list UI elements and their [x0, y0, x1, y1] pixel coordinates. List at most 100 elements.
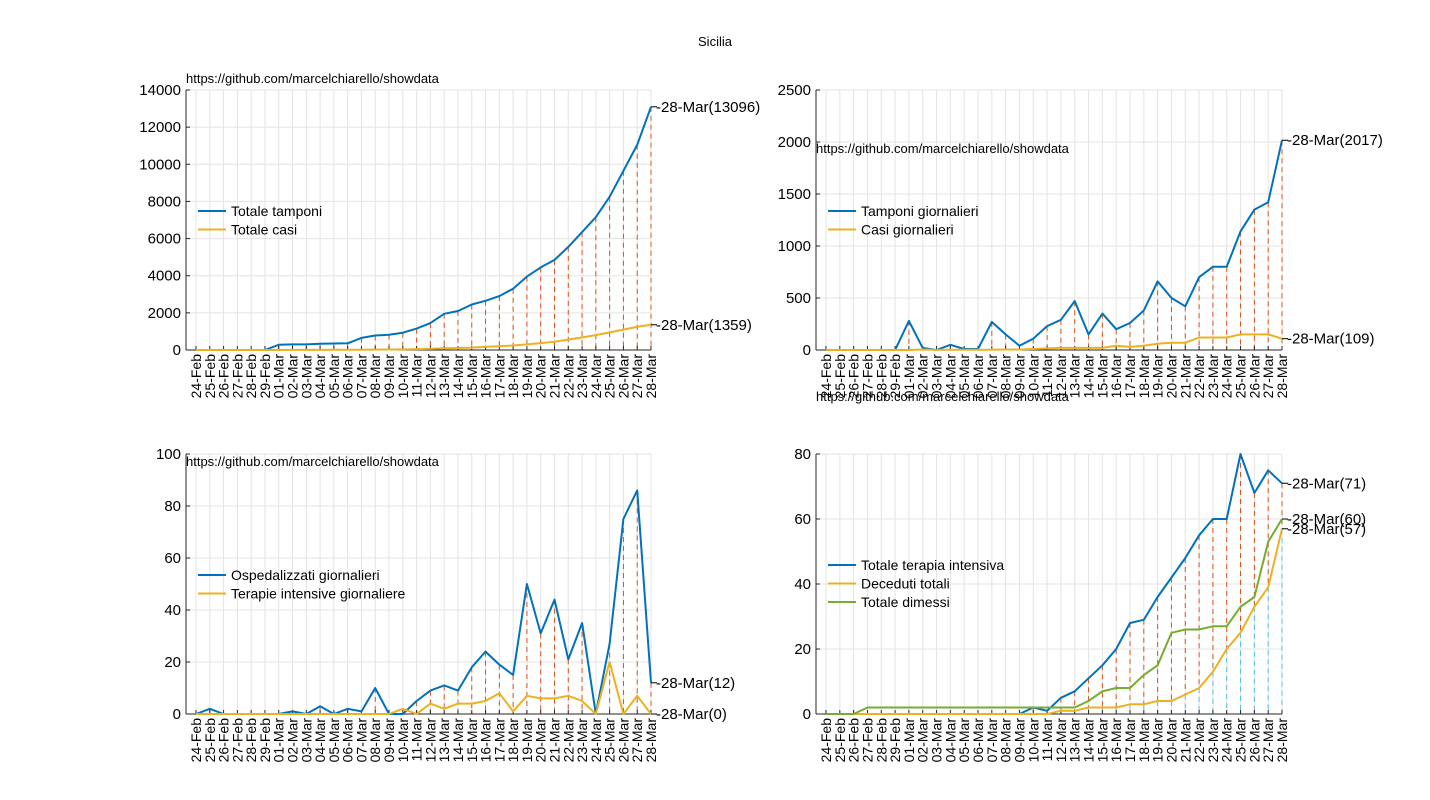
x-tick-label: 23-Mar: [574, 354, 590, 399]
x-tick-label: 13-Mar: [1067, 718, 1083, 763]
x-tick-label: 26-Mar: [615, 718, 631, 763]
x-tick-label: 03-Mar: [929, 718, 945, 763]
x-tick-label: 26-Mar: [1246, 354, 1262, 399]
x-tick-label: 09-Mar: [381, 354, 397, 399]
x-tick-label: 15-Mar: [1094, 718, 1110, 763]
x-tick-label: 10-Mar: [1025, 718, 1041, 763]
x-tick-label: 29-Feb: [887, 718, 903, 763]
y-tick-label: 40: [794, 576, 811, 593]
x-tick-label: 10-Mar: [395, 354, 411, 399]
x-tick-label: 09-Mar: [381, 718, 397, 763]
x-tick-label: 29-Feb: [257, 718, 273, 763]
x-tick-label: 22-Mar: [1191, 354, 1207, 399]
x-tick-label: 21-Mar: [1177, 354, 1193, 399]
plot-area: [816, 90, 1282, 350]
x-tick-label: 24-Mar: [588, 354, 604, 399]
x-tick-label: 27-Mar: [1260, 718, 1276, 763]
series-line-tamponi-giornalieri: [826, 139, 1283, 351]
x-tick-label: 06-Mar: [340, 354, 356, 399]
end-label: -28-Mar(1359): [656, 317, 752, 334]
x-tick-label: 01-Mar: [271, 354, 287, 399]
x-tick-label: 22-Mar: [560, 718, 576, 763]
x-tick-label: 08-Mar: [367, 354, 383, 399]
x-tick-label: 21-Mar: [546, 718, 562, 763]
x-tick-label: 28-Mar: [1274, 354, 1290, 399]
x-tick-label: 25-Feb: [832, 354, 848, 399]
y-tick-label: 8000: [148, 193, 181, 210]
end-label: -28-Mar(0): [656, 706, 727, 723]
x-tick-label: 25-Feb: [202, 354, 218, 399]
legend-entry: Casi giornalieri: [861, 222, 954, 238]
y-tick-label: 60: [794, 511, 811, 528]
legend-entry: Deceduti totali: [861, 576, 950, 592]
x-tick-label: 21-Mar: [1177, 718, 1193, 763]
x-tick-label: 29-Feb: [257, 354, 273, 399]
x-tick-label: 27-Mar: [629, 354, 645, 399]
y-tick-label: 2000: [148, 305, 181, 322]
x-tick-label: 17-Mar: [1122, 354, 1138, 399]
y-tick-label: 60: [164, 550, 181, 567]
x-tick-label: 21-Mar: [546, 354, 562, 399]
watermark-text: https://github.com/marcelchiarello/showd…: [816, 389, 1070, 404]
x-tick-label: 18-Mar: [1136, 718, 1152, 763]
x-tick-label: 05-Mar: [326, 354, 342, 399]
x-tick-label: 24-Feb: [188, 354, 204, 399]
end-label: -28-Mar(13096): [656, 99, 760, 116]
x-tick-label: 05-Mar: [956, 354, 972, 399]
x-tick-label: 15-Mar: [1094, 354, 1110, 399]
y-tick-label: 100: [156, 446, 181, 463]
x-tick-label: 25-Mar: [602, 718, 618, 763]
y-tick-label: 20: [164, 654, 181, 671]
x-tick-label: 25-Feb: [202, 718, 218, 763]
series-line-deceduti-totali: [826, 528, 1283, 715]
y-tick-label: 1000: [778, 238, 811, 255]
x-tick-label: 23-Mar: [574, 718, 590, 763]
chart-panel-intensive-care-deaths-discharged: 02040608024-Feb25-Feb26-Feb27-Feb28-Feb2…: [794, 389, 1366, 762]
x-tick-label: 03-Mar: [929, 354, 945, 399]
legend-entry: Ospedalizzati giornalieri: [231, 567, 380, 583]
y-tick-label: 1500: [778, 186, 811, 203]
series-line-casi-giornalieri: [826, 333, 1283, 351]
series-line-terapie-intensive-giornaliere: [196, 661, 652, 715]
figure-title: Sicilia: [698, 34, 733, 49]
x-tick-label: 07-Mar: [984, 354, 1000, 399]
x-tick-label: 05-Mar: [956, 718, 972, 763]
x-tick-label: 16-Mar: [1108, 354, 1124, 399]
x-tick-label: 08-Mar: [998, 354, 1014, 399]
end-label: -28-Mar(60): [1287, 511, 1366, 528]
y-tick-label: 12000: [139, 119, 181, 136]
x-tick-label: 20-Mar: [533, 718, 549, 763]
x-tick-label: 12-Mar: [1053, 718, 1069, 763]
x-tick-label: 28-Feb: [873, 354, 889, 399]
y-tick-label: 2500: [778, 82, 811, 99]
y-tick-label: 14000: [139, 82, 181, 99]
end-label: -28-Mar(57): [1287, 521, 1366, 538]
legend-entry: Totale dimessi: [861, 594, 950, 610]
end-label: -28-Mar(71): [1287, 475, 1366, 492]
x-tick-label: 25-Mar: [1233, 354, 1249, 399]
x-tick-label: 14-Mar: [1081, 718, 1097, 763]
x-tick-label: 13-Mar: [436, 718, 452, 763]
x-tick-label: 28-Mar: [1274, 718, 1290, 763]
y-tick-label: 20: [794, 641, 811, 658]
x-tick-label: 08-Mar: [367, 718, 383, 763]
x-tick-label: 23-Mar: [1205, 718, 1221, 763]
y-tick-label: 6000: [148, 231, 181, 248]
x-tick-label: 02-Mar: [915, 718, 931, 763]
x-tick-label: 28-Feb: [873, 718, 889, 763]
x-tick-label: 12-Mar: [422, 718, 438, 763]
x-tick-label: 17-Mar: [491, 354, 507, 399]
x-tick-label: 16-Mar: [478, 718, 494, 763]
y-tick-label: 0: [173, 706, 181, 723]
x-tick-label: 11-Mar: [1039, 354, 1055, 398]
x-tick-label: 07-Mar: [984, 718, 1000, 763]
x-tick-label: 25-Feb: [832, 718, 848, 763]
x-tick-label: 16-Mar: [1108, 718, 1124, 763]
x-tick-label: 10-Mar: [395, 718, 411, 763]
x-tick-label: 01-Mar: [901, 718, 917, 763]
x-tick-label: 03-Mar: [298, 718, 314, 763]
chart-panel-total-tests-cases: 0200040006000800010000120001400024-Feb25…: [139, 71, 760, 398]
x-tick-label: 23-Mar: [1205, 354, 1221, 399]
x-tick-label: 25-Mar: [602, 354, 618, 399]
